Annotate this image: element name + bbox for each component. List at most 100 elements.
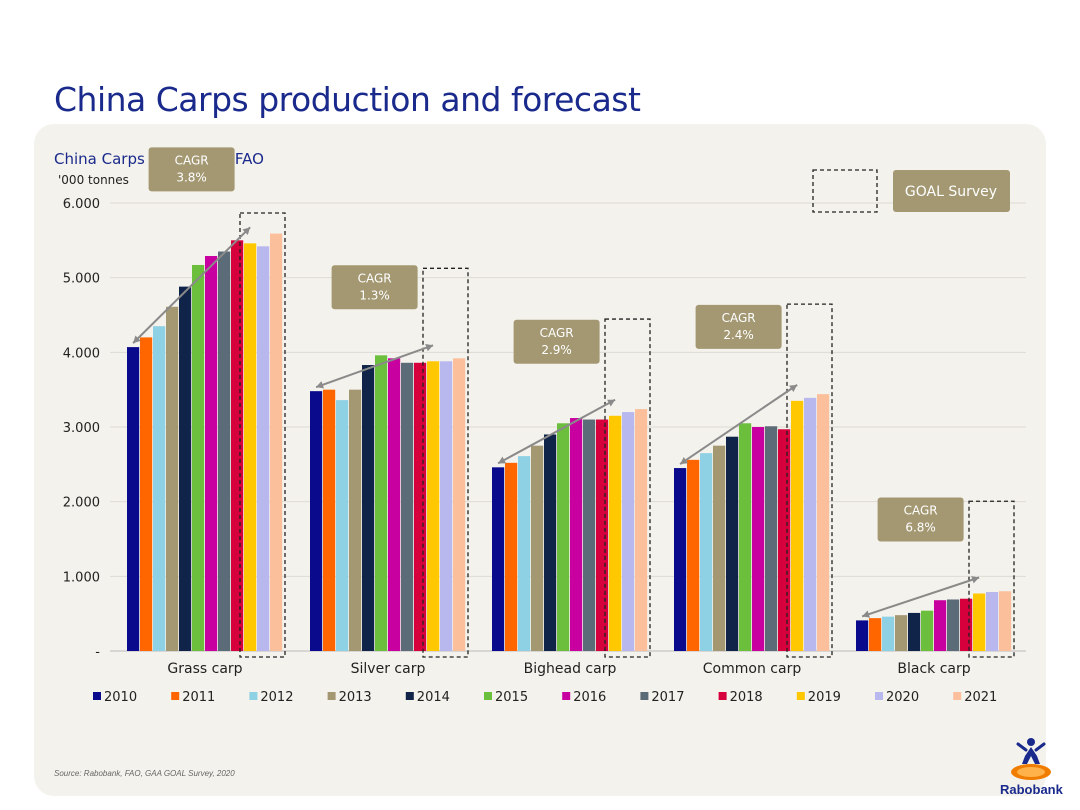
logo-text: Rabobank <box>1000 782 1063 797</box>
arrowhead <box>971 576 980 584</box>
bar <box>713 445 726 651</box>
bar <box>921 610 934 651</box>
bar <box>179 286 192 651</box>
bar <box>687 459 700 651</box>
x-tick-label: Black carp <box>897 661 970 677</box>
bar <box>127 347 140 651</box>
y-tick-label: 4.000 <box>63 346 100 361</box>
forecast-legend-label: GOAL Survey <box>905 184 997 200</box>
bar <box>401 362 414 651</box>
bar <box>270 233 283 651</box>
legend-label: 2020 <box>886 690 919 705</box>
legend-label: 2012 <box>260 690 293 705</box>
legend-swatch <box>562 692 571 700</box>
y-tick-label: 1.000 <box>63 570 100 585</box>
legend-swatch <box>327 692 336 700</box>
bar <box>505 462 518 651</box>
bar <box>544 434 557 651</box>
y-tick-label: - <box>95 645 100 660</box>
page-title: China Carps production and forecast <box>54 80 641 119</box>
bar <box>375 355 388 651</box>
legend-label: 2018 <box>730 690 763 705</box>
bar <box>856 620 869 651</box>
cagr-value: 2.4% <box>723 328 754 342</box>
y-axis-unit: '000 tonnes <box>58 173 129 187</box>
forecast-legend-swatch <box>812 169 878 213</box>
legend-swatch <box>484 692 492 700</box>
bar <box>244 243 257 651</box>
x-tick-label: Common carp <box>703 661 802 677</box>
legend-label: 2014 <box>417 690 450 705</box>
y-tick-label: 6.000 <box>63 197 100 212</box>
cagr-value: 6.8% <box>905 521 936 535</box>
arrowhead <box>242 227 251 235</box>
cagr-label: CAGR <box>175 153 209 167</box>
arrowhead <box>862 610 870 618</box>
bar <box>310 391 323 651</box>
cagr-label: CAGR <box>722 311 756 325</box>
forecast-box <box>786 303 833 658</box>
bar <box>257 246 270 651</box>
bar <box>231 240 244 652</box>
forecast-legend-box <box>893 170 1010 212</box>
bar <box>388 358 401 651</box>
arrowhead <box>607 399 616 407</box>
bar <box>635 409 648 651</box>
legend-label: 2013 <box>339 690 372 705</box>
cagr-box <box>331 265 418 310</box>
cagr-label: CAGR <box>540 326 574 340</box>
arrowhead <box>789 384 798 392</box>
forecast-box <box>239 212 286 658</box>
cagr-label: CAGR <box>904 504 938 518</box>
bar <box>414 362 427 651</box>
bar <box>336 400 349 651</box>
bar <box>570 418 583 651</box>
legend-swatch <box>171 692 180 700</box>
cagr-arrow <box>861 576 980 618</box>
cagr-value: 1.3% <box>359 288 390 302</box>
bar <box>791 400 804 651</box>
forecast-box <box>604 318 651 658</box>
legend-label: 2011 <box>182 690 215 705</box>
bar <box>960 598 973 651</box>
bar <box>453 358 466 651</box>
bar <box>427 361 440 651</box>
bar <box>895 615 908 651</box>
legend-label: 2019 <box>808 690 841 705</box>
legend-swatch <box>718 692 727 700</box>
bar <box>205 256 218 651</box>
x-tick-label: Grass carp <box>167 661 242 677</box>
bar <box>934 600 947 651</box>
cagr-label: CAGR <box>358 271 392 285</box>
bar <box>765 426 778 651</box>
bar <box>492 467 505 651</box>
legend-label: 2015 <box>495 690 528 705</box>
bar <box>609 415 622 651</box>
bar <box>973 593 986 651</box>
cagr-arrow <box>679 384 798 465</box>
arrowhead <box>498 456 507 464</box>
arrowhead <box>316 381 325 389</box>
bar <box>986 592 999 651</box>
legend-label: 2016 <box>573 690 606 705</box>
x-tick-label: Silver carp <box>351 661 426 677</box>
forecast-box <box>422 267 469 658</box>
legend-swatch <box>249 692 258 700</box>
bar <box>518 456 531 651</box>
legend-label: 2021 <box>964 690 997 705</box>
bar <box>596 419 609 651</box>
bar <box>323 389 336 651</box>
arrowhead <box>680 456 689 465</box>
legend-swatch <box>953 692 962 700</box>
bar <box>557 423 570 651</box>
legend-swatch <box>405 692 414 700</box>
bar <box>869 618 882 651</box>
bar <box>700 453 713 651</box>
source-note: Source: Rabobank, FAO, GAA GOAL Survey, … <box>54 769 235 778</box>
legend-label: 2010 <box>104 690 137 705</box>
legend-label: 2017 <box>651 690 684 705</box>
bar <box>817 394 830 651</box>
bar <box>349 389 362 651</box>
legend-swatch <box>875 692 883 700</box>
